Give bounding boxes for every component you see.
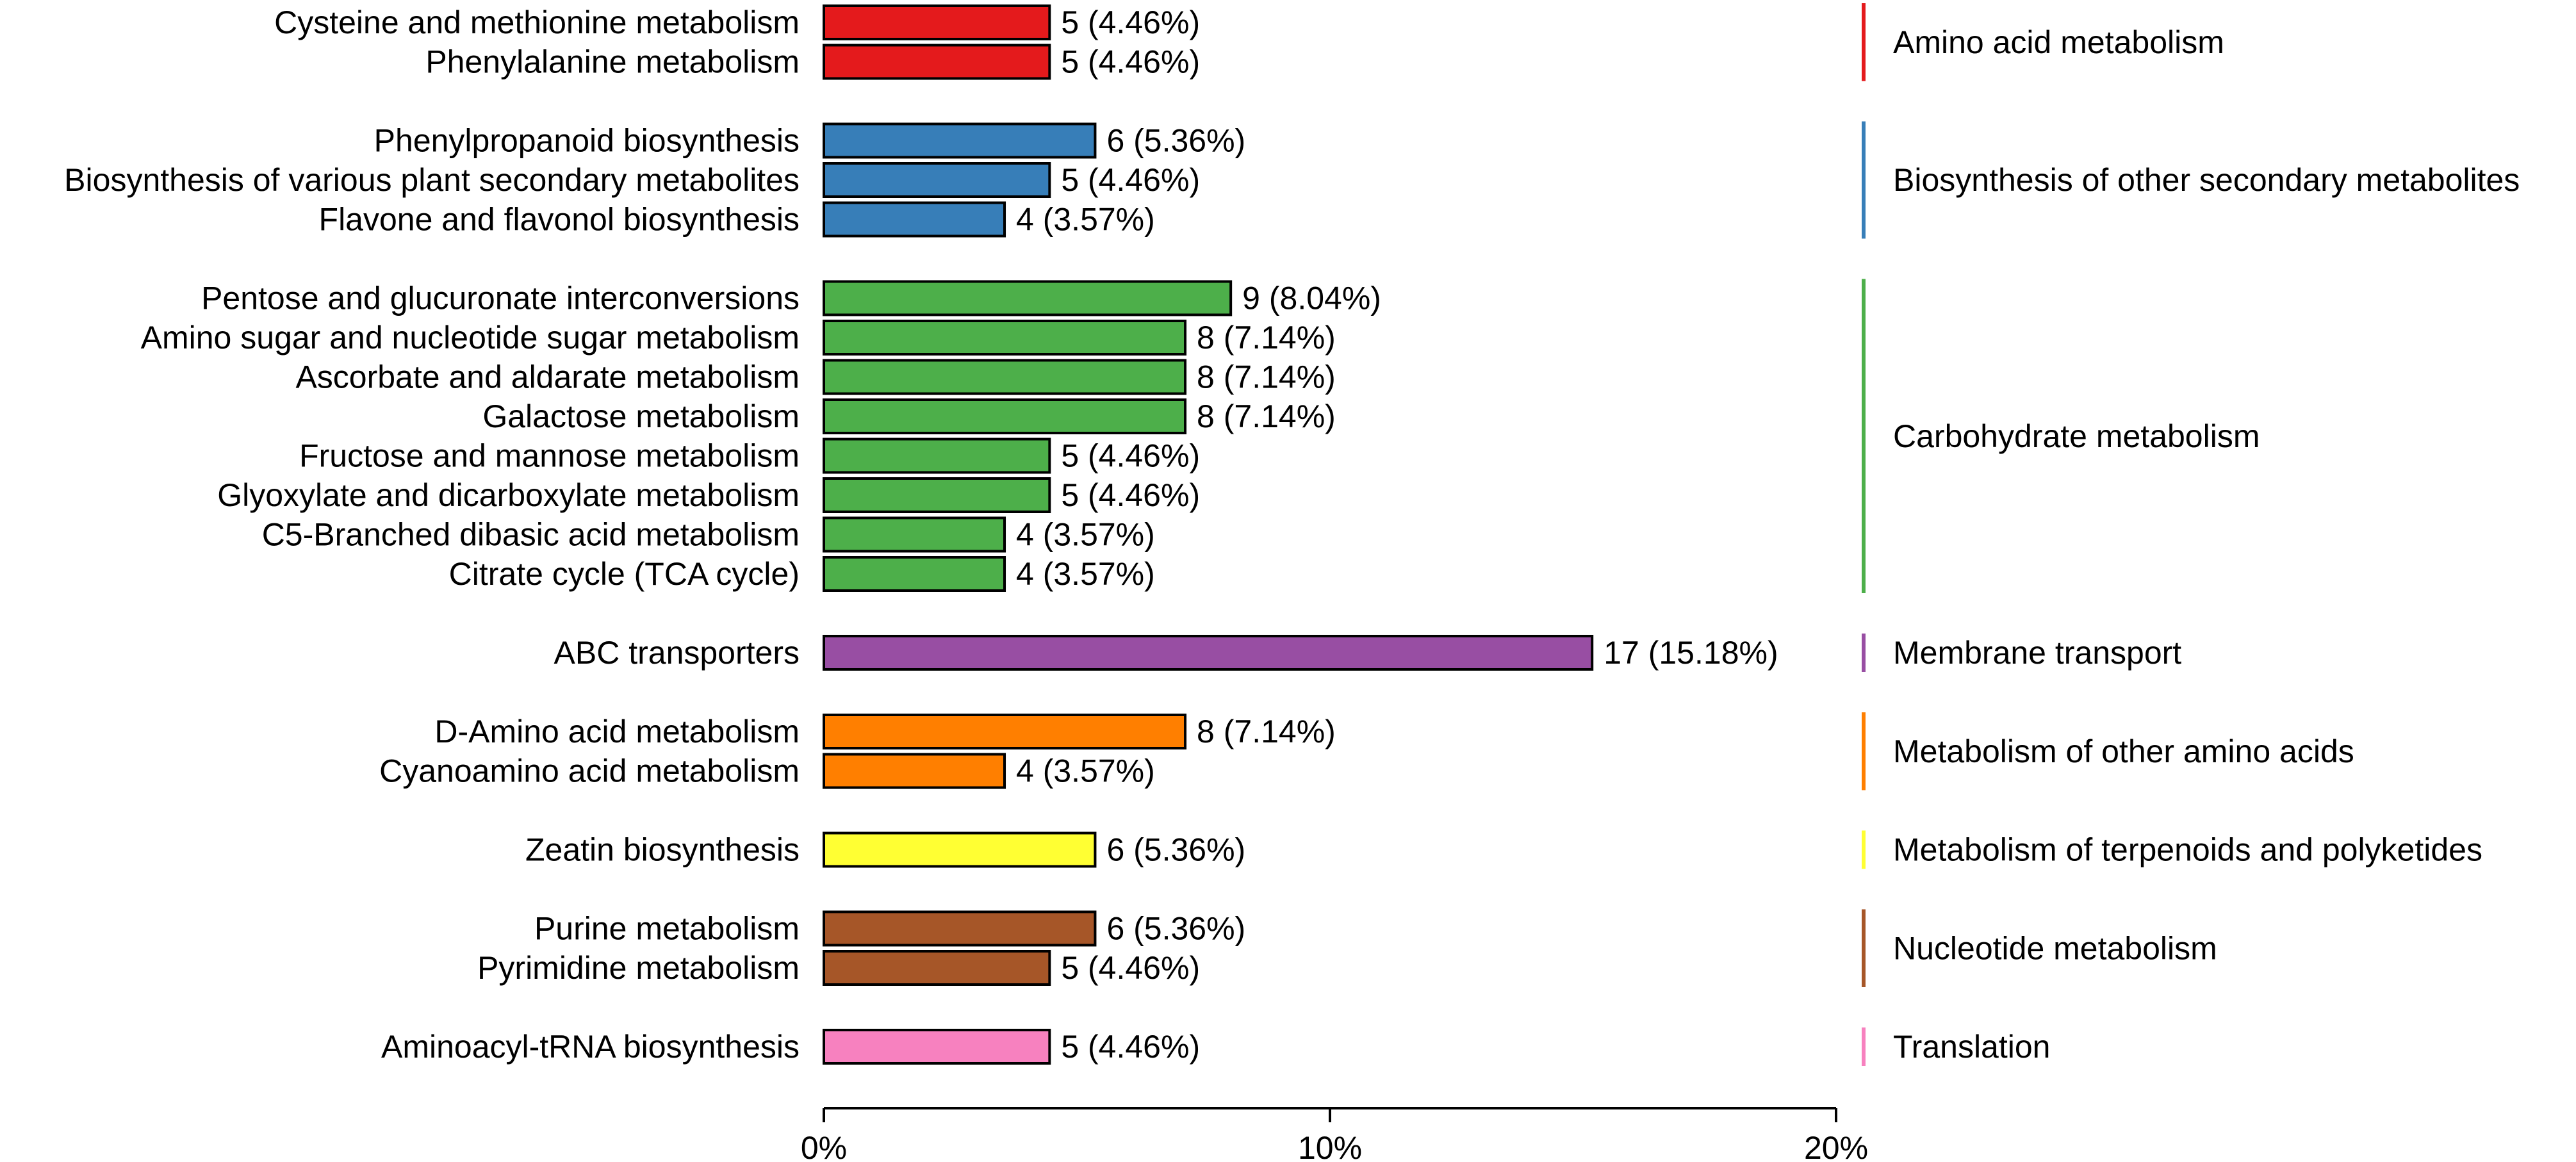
bar-5-0: [823, 831, 1097, 868]
group-annotations-layer: Amino acid metabolism Biosynthesis of oth…: [1862, 3, 2520, 1066]
category-label: C5-Branched dibasic acid metabolism: [262, 517, 800, 553]
category-label: Biosynthesis of various plant secondary …: [64, 162, 800, 198]
group-label: Metabolism of other amino acids: [1893, 733, 2354, 769]
value-label: 4 (3.57%): [1016, 202, 1155, 238]
group-label: Carbohydrate metabolism: [1893, 418, 2260, 454]
value-label: 4 (3.57%): [1016, 517, 1155, 553]
value-label: 6 (5.36%): [1106, 911, 1245, 947]
category-label: Cyanoamino acid metabolism: [379, 753, 800, 789]
bar-4-1: [823, 753, 1006, 789]
bar-2-6: [823, 516, 1006, 553]
value-label: 5 (4.46%): [1061, 438, 1200, 474]
category-label: D-Amino acid metabolism: [434, 714, 800, 749]
x-tick-label: 20%: [1804, 1130, 1868, 1162]
x-axis: 0% 10% 20%: [801, 1107, 1868, 1162]
bar-4-0: [823, 714, 1187, 749]
value-label: 4 (3.57%): [1016, 753, 1155, 789]
category-label: Citrate cycle (TCA cycle): [449, 556, 800, 592]
value-labels-layer: 5 (4.46%)5 (4.46%)6 (5.36%)5 (4.46%)4 (3…: [1016, 4, 1778, 1065]
category-label: Cysteine and methionine metabolism: [274, 4, 800, 40]
group-label: Amino acid metabolism: [1893, 24, 2224, 60]
category-label: Galactose metabolism: [482, 398, 800, 434]
bar-2-0: [823, 280, 1233, 316]
bar-2-3: [823, 398, 1187, 434]
category-label: Phenylalanine metabolism: [425, 44, 800, 80]
value-label: 8 (7.14%): [1197, 320, 1336, 356]
value-label: 5 (4.46%): [1061, 1029, 1200, 1065]
category-label: Pyrimidine metabolism: [477, 950, 800, 986]
category-label: Pentose and glucuronate interconversions: [201, 281, 800, 316]
group-label: Membrane transport: [1893, 635, 2181, 671]
value-label: 8 (7.14%): [1197, 359, 1336, 395]
category-label: Fructose and mannose metabolism: [299, 438, 800, 474]
bar-1-2: [823, 201, 1006, 238]
value-label: 17 (15.18%): [1604, 635, 1778, 671]
bar-6-0: [823, 910, 1097, 947]
bars-layer: [823, 4, 1594, 1065]
category-label: Glyoxylate and dicarboxylate metabolism: [217, 477, 800, 513]
bar-1-1: [823, 162, 1051, 198]
value-label: 5 (4.46%): [1061, 950, 1200, 986]
category-label: Amino sugar and nucleotide sugar metabol…: [141, 320, 800, 356]
category-label: ABC transporters: [554, 635, 800, 671]
value-label: 5 (4.46%): [1061, 44, 1200, 80]
group-label: Biosynthesis of other secondary metaboli…: [1893, 162, 2520, 198]
group-label: Nucleotide metabolism: [1893, 930, 2217, 966]
value-label: 8 (7.14%): [1197, 714, 1336, 749]
category-label: Zeatin biosynthesis: [525, 832, 800, 868]
group-label: Translation: [1893, 1029, 2050, 1065]
x-tick-label: 0%: [801, 1130, 847, 1162]
category-labels-layer: Cysteine and methionine metabolism Phenyl…: [64, 4, 800, 1065]
category-label: Aminoacyl-tRNA biosynthesis: [381, 1029, 800, 1065]
bar-1-0: [823, 122, 1097, 159]
value-label: 9 (8.04%): [1242, 281, 1381, 316]
bar-7-0: [823, 1029, 1051, 1065]
value-label: 6 (5.36%): [1106, 123, 1245, 159]
x-tick-label: 10%: [1298, 1130, 1362, 1162]
bar-0-0: [823, 4, 1051, 40]
value-label: 8 (7.14%): [1197, 398, 1336, 434]
category-label: Purine metabolism: [534, 911, 800, 947]
value-label: 5 (4.46%): [1061, 162, 1200, 198]
bar-6-1: [823, 950, 1051, 986]
bar-2-1: [823, 320, 1187, 356]
category-label: Flavone and flavonol biosynthesis: [319, 202, 800, 238]
value-label: 5 (4.46%): [1061, 477, 1200, 513]
value-label: 6 (5.36%): [1106, 832, 1245, 868]
category-label: Phenylpropanoid biosynthesis: [374, 123, 800, 159]
value-label: 4 (3.57%): [1016, 556, 1155, 592]
bar-2-4: [823, 438, 1051, 474]
bar-2-2: [823, 359, 1187, 395]
bar-2-5: [823, 477, 1051, 513]
bar-0-1: [823, 44, 1051, 80]
bar-3-0: [823, 635, 1594, 671]
group-label: Metabolism of terpenoids and polyketides: [1893, 832, 2482, 868]
bar-2-7: [823, 556, 1006, 592]
value-label: 5 (4.46%): [1061, 4, 1200, 40]
category-label: Ascorbate and aldarate metabolism: [295, 359, 800, 395]
